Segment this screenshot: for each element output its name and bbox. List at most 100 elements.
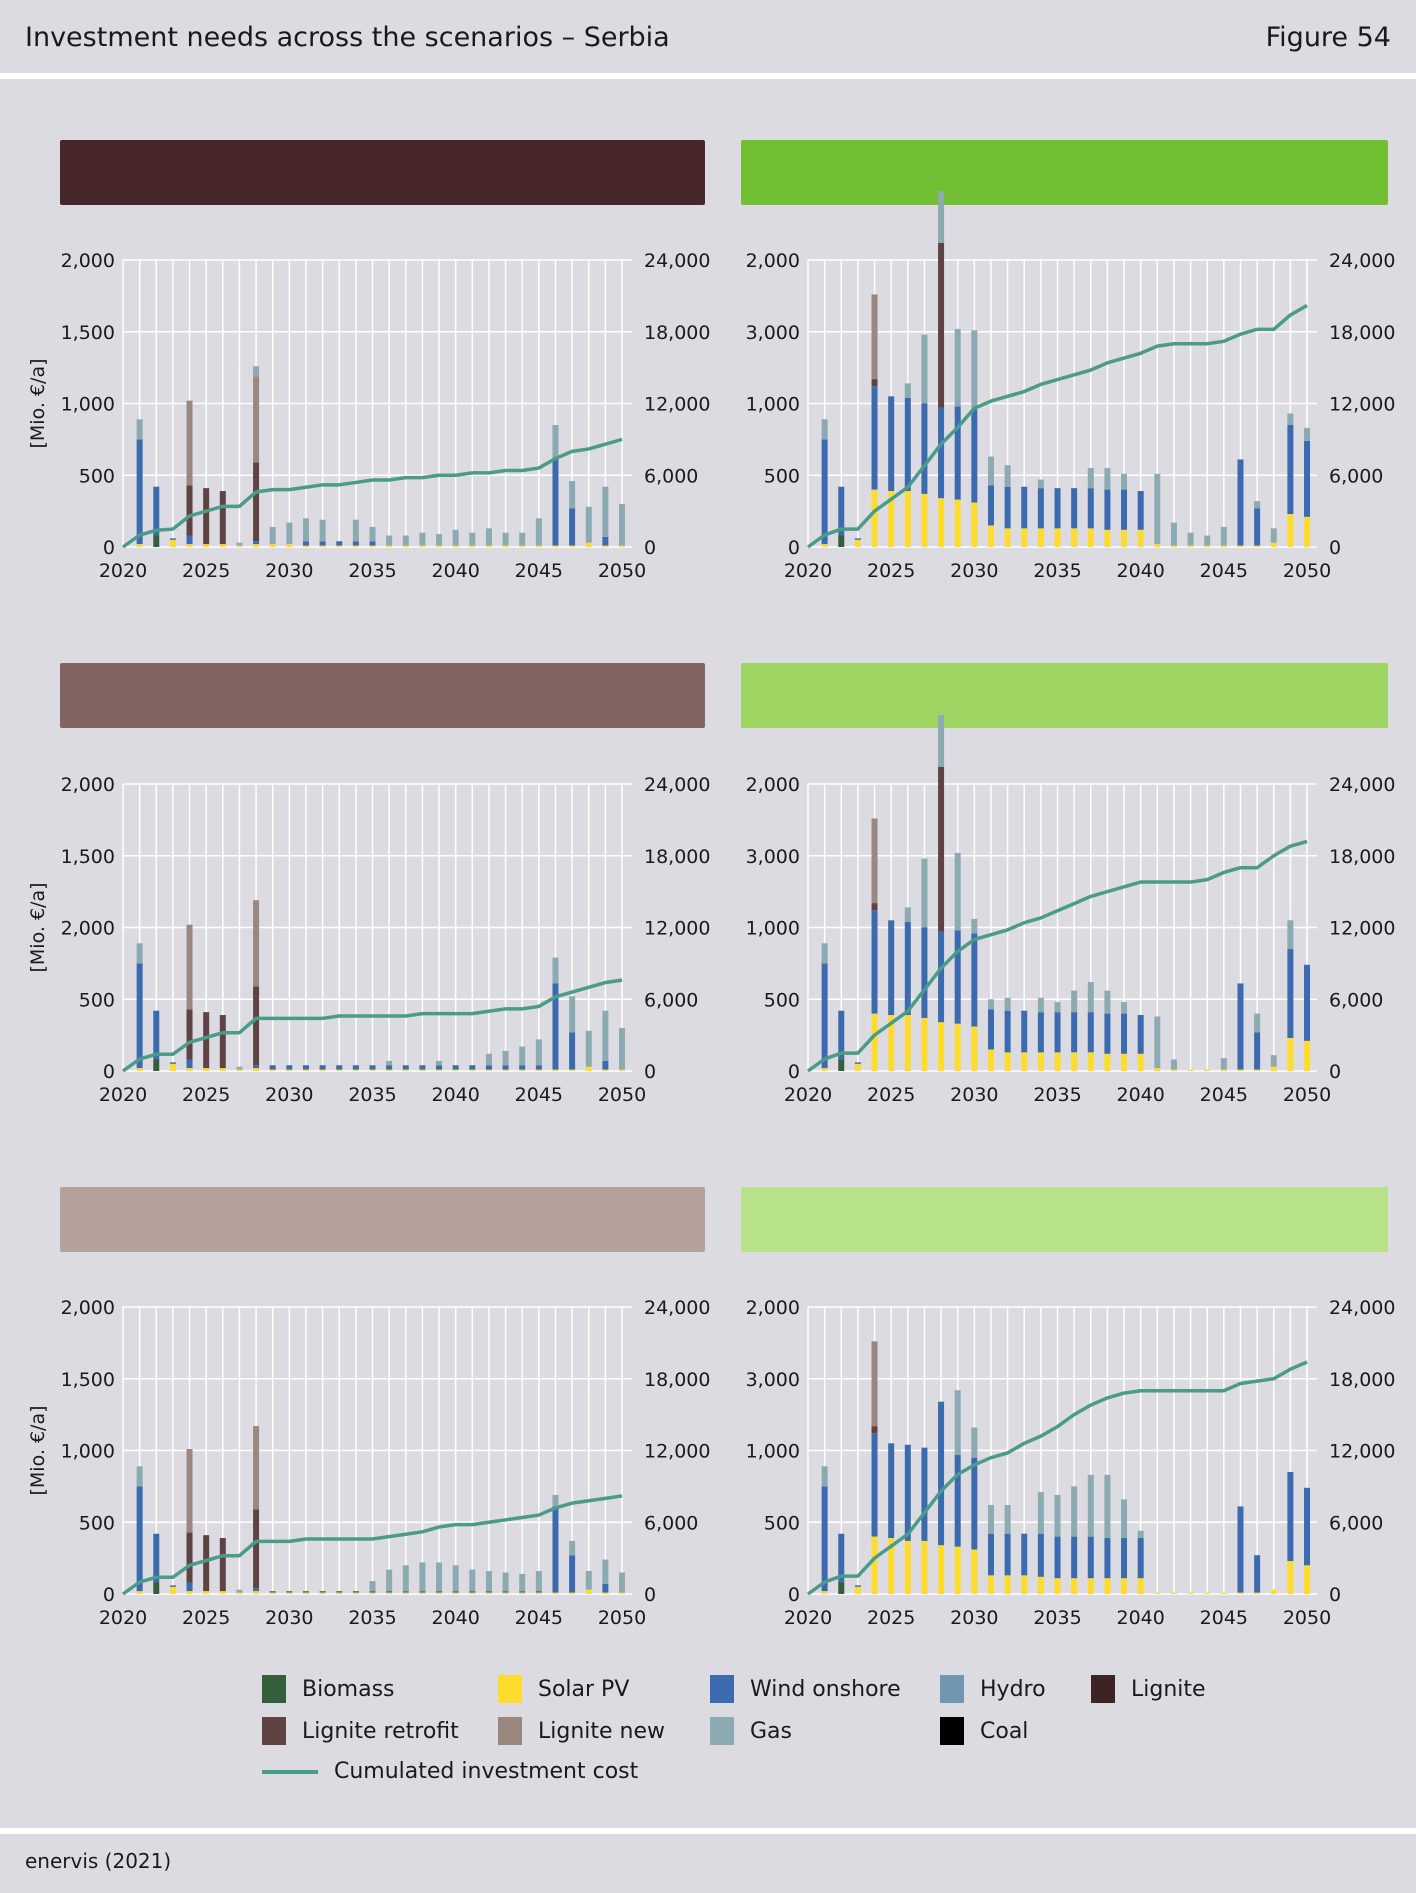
bar-segment-solar-pv [136,1591,143,1594]
bar-segment-solar-pv [319,1592,326,1594]
bar-segment-lignite-new [871,1341,878,1427]
chart-panel-2: 0 500 1,000 3,000 2,000 0 6,000 12,000 18,000 24,… [746,191,1395,582]
bar-segment-solar-pv [938,498,945,547]
right-tick-label: 18,000 [644,322,710,344]
bar-segment-solar-pv [1204,545,1211,547]
legend-swatch [710,1675,734,1703]
cumulated-investment-line [806,1360,1308,1596]
bar-segment-solar-pv [535,1069,542,1071]
bar-segment-gas [1121,473,1128,490]
bar-segment-solar-pv [519,1592,526,1594]
bar-segment-solar-pv [1304,516,1311,547]
bar-segment-solar-pv [1137,1053,1144,1071]
bar-segment-solar-pv [169,1586,176,1594]
right-tick-label: 6,000 [1329,1512,1383,1534]
bar-segment-gas [535,518,542,546]
bar-segment-wind-onshore [253,541,260,545]
bar-segment-gas [602,486,609,537]
right-tick-label: 12,000 [644,1441,710,1463]
chart-panel-6: 0 500 1,000 3,000 2,000 0 6,000 12,000 18,000 24,… [746,1297,1396,1629]
bar-segment-gas [821,1466,828,1487]
bar-segment-gas [1071,1486,1078,1537]
x-tick-label: 2035 [348,1607,396,1629]
bar-segment-solar-pv [169,539,176,547]
legend-swatch [710,1717,734,1745]
x-tick-label: 2045 [1200,560,1248,582]
bar-segment-gas [352,519,359,542]
bar-segment-wind-onshore [319,541,326,546]
legend-label: Coal [980,1718,1029,1744]
bar-segment-gas [585,1571,592,1590]
right-tick-label: 18,000 [1329,1369,1395,1391]
cumulated-investment-line [806,303,1308,549]
bar-segment-wind-onshore [904,397,911,492]
bar-segment-solar-pv [452,1592,459,1594]
bar-segment-gas [1287,413,1294,426]
bar-segment-wind-onshore [485,1065,492,1070]
bar-segment-solar-pv [469,1069,476,1071]
bar-segment-solar-pv [286,1592,293,1594]
bar-segment-gas [236,1589,243,1593]
bar-segment-solar-pv [1071,1578,1078,1594]
bar-segment-wind-onshore [352,1065,359,1070]
bar-segment-solar-pv [352,545,359,547]
bar-segment-wind-onshore [821,963,828,1069]
legend-item-wind-onshore: Wind onshore [710,1675,901,1703]
bar-segment-solar-pv [519,1069,526,1071]
bar-segment-solar-pv [336,1069,343,1071]
bar-segment-wind-onshore [888,396,895,492]
bar-segment-wind-onshore [1071,1536,1078,1579]
right-tick-label: 0 [644,537,656,559]
bar-segment-gas [1071,990,1078,1013]
bar-segment-solar-pv [1004,1575,1011,1594]
bar-segment-wind-onshore [1054,488,1061,529]
bar-segment-solar-pv [419,545,426,547]
x-tick-label: 2045 [515,1084,563,1106]
scenario-bar-2 [741,140,1388,205]
bar-segment-solar-pv [1121,529,1128,547]
left-tick-label: 0 [788,537,800,559]
x-tick-label: 2045 [515,1607,563,1629]
bar-segment-solar-pv [854,539,861,547]
bar-segment-gas [1220,1058,1227,1070]
bar-segment-lignite-retrofit [253,986,260,1066]
bar-segment-wind-onshore [854,1062,861,1064]
legend-swatch [498,1675,522,1703]
bar-segment-wind-onshore [1104,1013,1111,1054]
bar-segment-gas [585,1030,592,1067]
bar-segment-wind-onshore [386,1591,393,1593]
bar-segment-solar-pv [169,1063,176,1071]
right-tick-label: 6,000 [1329,989,1383,1011]
bar-segment-solar-pv [286,544,293,547]
bar-segment-gas [987,456,994,486]
left-tick-label: 500 [79,465,115,487]
bar-segment-wind-onshore [1087,488,1094,529]
left-tick-label: 500 [764,1512,800,1534]
bar-segment-solar-pv [1121,1578,1128,1594]
x-tick-label: 2030 [265,1084,313,1106]
left-tick-label: 1,500 [61,846,115,868]
bar-segment-gas [436,1562,443,1592]
bar-segment-gas [436,534,443,546]
legend-label: Gas [750,1718,792,1744]
bar-segment-wind-onshore [169,1585,176,1587]
bar-segment-gas [402,1565,409,1592]
bar-segment-lignite-new [253,1426,260,1510]
bar-segment-gas [1154,1016,1161,1069]
x-tick-label: 2030 [265,560,313,582]
legend-label: Lignite new [538,1718,666,1744]
bar-segment-wind-onshore [1104,1538,1111,1579]
legend-label: Cumulated investment cost [334,1759,639,1784]
bar-segment-lignite-retrofit [203,1535,210,1592]
bar-segment-lignite-retrofit [219,491,226,545]
bar-segment-wind-onshore [1004,486,1011,529]
bar-segment-wind-onshore [904,921,911,1016]
bar-segment-wind-onshore [888,1443,895,1539]
bar-segment-solar-pv [871,1013,878,1071]
bar-segment-wind-onshore [1087,1536,1094,1579]
bar-segment-solar-pv [971,502,978,547]
bar-segment-solar-pv [452,545,459,547]
bar-segment-solar-pv [1071,1052,1078,1071]
y-axis-label: [Mio. €/a] [27,883,49,973]
bar-segment-wind-onshore [136,1486,143,1592]
